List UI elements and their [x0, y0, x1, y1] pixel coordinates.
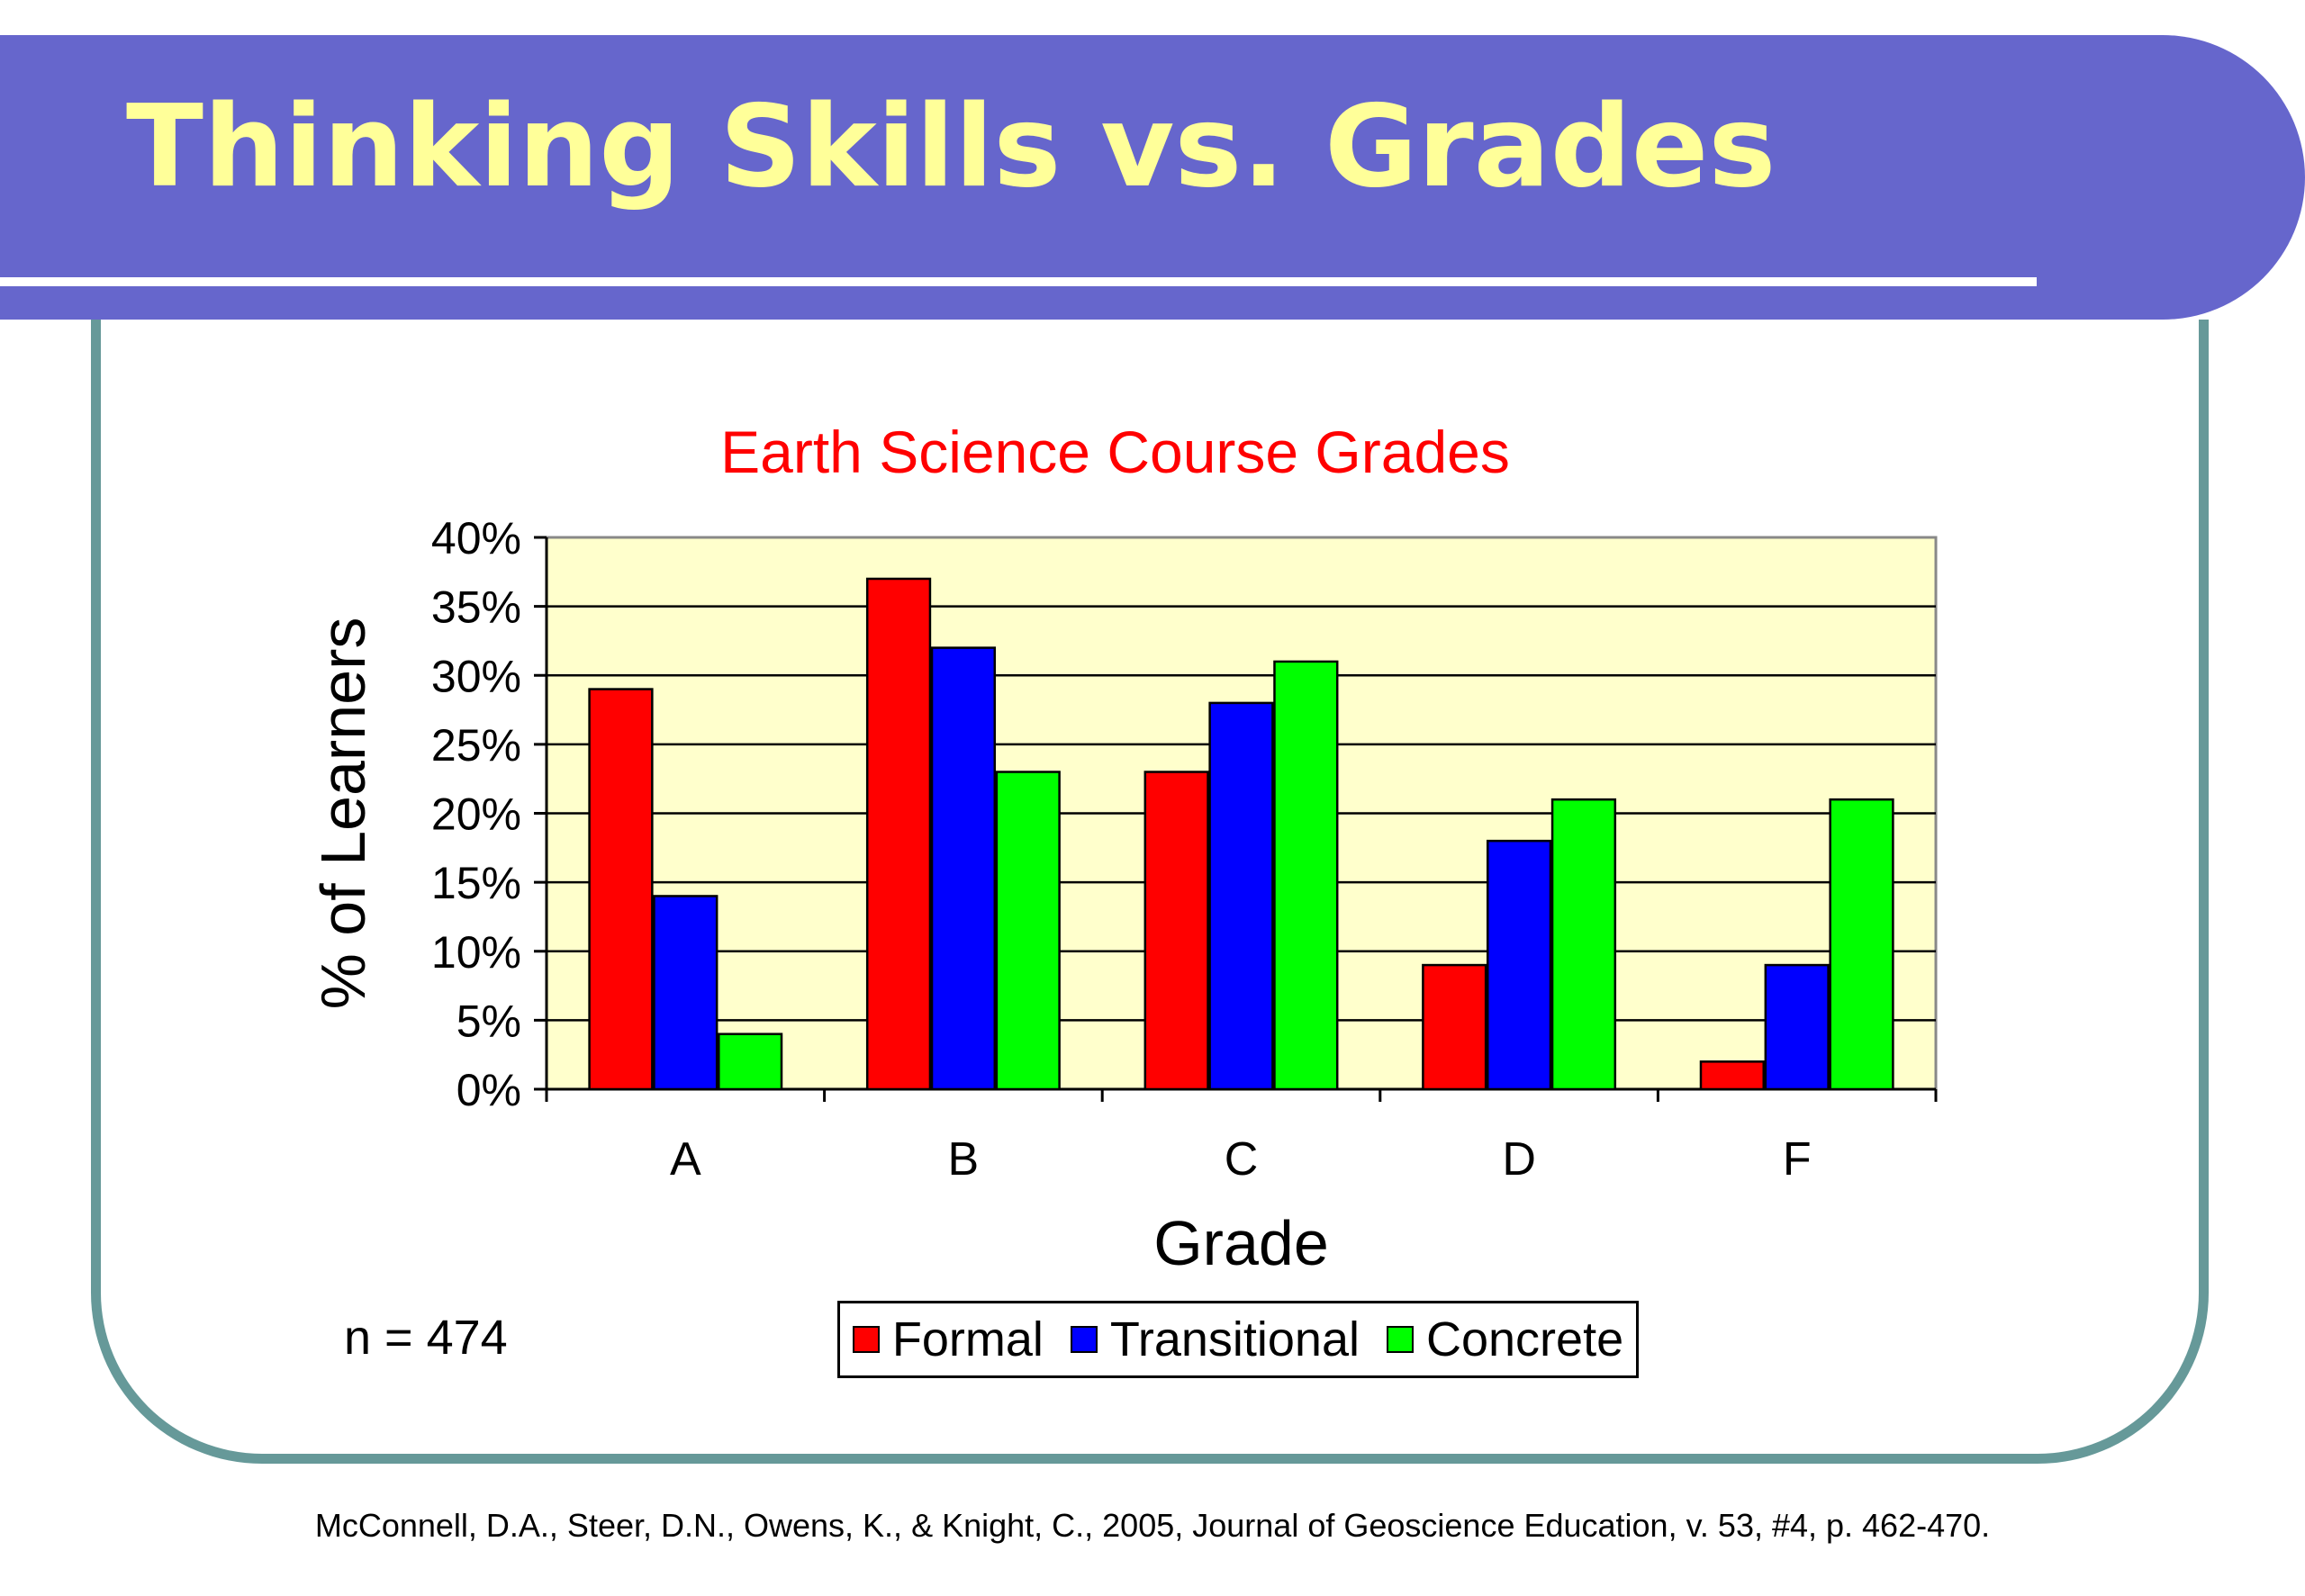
bar-transitional-a	[653, 895, 719, 1091]
y-axis-title: % of Learners	[308, 618, 378, 1010]
bar-concrete-b	[995, 771, 1061, 1091]
legend-swatch-concrete	[1387, 1326, 1414, 1353]
x-tick-label: B	[948, 1133, 980, 1186]
legend-item-transitional: Transitional	[1070, 1312, 1360, 1367]
legend-item-concrete: Concrete	[1387, 1312, 1623, 1367]
bar-concrete-a	[718, 1032, 783, 1091]
bar-transitional-c	[1208, 701, 1274, 1091]
x-tick-label: C	[1225, 1133, 1259, 1186]
x-axis-title: Grade	[1153, 1208, 1329, 1278]
bar-transitional-f	[1764, 963, 1830, 1091]
legend-item-formal: Formal	[852, 1312, 1044, 1367]
legend-label-formal: Formal	[891, 1312, 1044, 1366]
bar-formal-d	[1422, 963, 1487, 1091]
x-tick-label: D	[1502, 1133, 1536, 1186]
legend-swatch-transitional	[1070, 1326, 1098, 1353]
slide-title: Thinking Skills vs. Grades	[126, 80, 1776, 212]
legend-label-transitional: Transitional	[1109, 1312, 1360, 1366]
header-rule	[0, 277, 2037, 286]
bar-formal-a	[588, 688, 654, 1091]
citation: McConnell, D.A., Steer, D.N., Owens, K.,…	[314, 1507, 1991, 1544]
legend-label-concrete: Concrete	[1426, 1312, 1624, 1366]
y-tick-label: 25%	[431, 720, 521, 771]
x-tick-label: F	[1783, 1133, 1812, 1186]
legend-swatch-formal	[852, 1326, 880, 1353]
bar-formal-b	[865, 577, 932, 1091]
content-frame	[91, 320, 2209, 1464]
chart-legend: Formal Transitional Concrete	[837, 1301, 1639, 1378]
bar-transitional-d	[1486, 839, 1552, 1091]
y-tick-label: 35%	[431, 582, 521, 633]
bar-formal-f	[1699, 1060, 1765, 1091]
y-tick-label: 5%	[456, 996, 521, 1046]
bar-transitional-b	[930, 646, 997, 1091]
y-tick-label: 30%	[431, 651, 521, 701]
sample-size-label: n = 474	[344, 1311, 508, 1365]
bar-concrete-c	[1273, 660, 1339, 1091]
y-tick-label: 20%	[431, 789, 521, 840]
header-band	[0, 35, 2305, 320]
x-tick-label: A	[670, 1133, 701, 1186]
bar-concrete-f	[1829, 798, 1894, 1091]
y-tick-label: 0%	[456, 1065, 521, 1115]
y-tick-label: 15%	[431, 858, 521, 908]
bar-formal-c	[1143, 771, 1209, 1091]
y-tick-label: 10%	[431, 927, 521, 978]
y-tick-label: 40%	[431, 513, 521, 564]
bar-concrete-d	[1550, 798, 1617, 1091]
chart-title: Earth Science Course Grades	[720, 419, 1510, 485]
